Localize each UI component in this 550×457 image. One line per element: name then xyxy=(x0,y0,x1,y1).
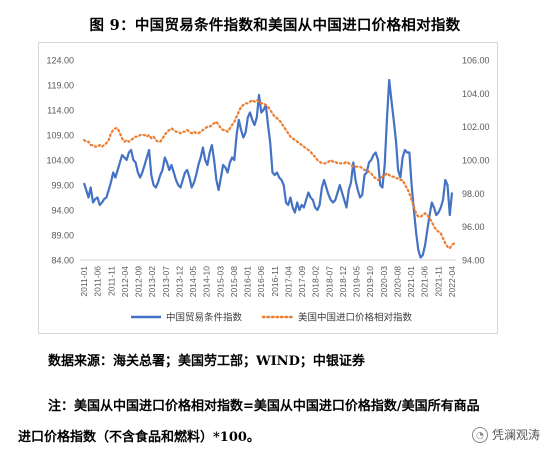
y-left-tick-label: 114.00 xyxy=(47,106,74,116)
chart-title: 图 9：中国贸易条件指数和美国从中国进口价格相对指数 xyxy=(89,17,461,34)
watermark: ◔ 凭澜观涛 xyxy=(471,426,540,443)
x-tick-label: 2015-08 xyxy=(229,266,239,297)
note-line-1: 注：美国从中国进口价格相对指数=美国从中国进口价格指数/美国所有商品 xyxy=(48,399,480,414)
y-left-tick-label: 84.00 xyxy=(51,256,74,266)
wechat-icon: ◔ xyxy=(471,426,488,443)
x-tick-label: 2020-03 xyxy=(379,266,389,297)
y-right-tick-label: 106.00 xyxy=(462,56,490,66)
y-right-tick-label: 98.00 xyxy=(462,189,485,199)
x-tick-label: 2011-11 xyxy=(106,266,116,296)
note-line-2: 进口价格指数（不含食品和燃料）*100。 xyxy=(18,430,260,445)
x-tick-label: 2014-10 xyxy=(202,266,212,297)
x-tick-label: 2011-06 xyxy=(93,266,103,297)
x-tick-label: 2016-01 xyxy=(243,266,253,297)
x-tick-label: 2021-01 xyxy=(406,266,416,297)
y-right-tick-label: 100.00 xyxy=(462,156,490,166)
x-tick-label: 2019-05 xyxy=(352,266,362,297)
chart-legend: 中国贸易条件指数 美国中国进口价格相对指数 xyxy=(131,312,413,324)
legend-label-1: 中国贸易条件指数 xyxy=(166,312,243,324)
y-right-tick-label: 96.00 xyxy=(462,222,485,232)
x-tick-label: 2012-04 xyxy=(120,266,130,297)
x-tick-label: 2021-06 xyxy=(420,266,430,297)
y-right-tick-label: 104.00 xyxy=(462,89,490,99)
x-tick-label: 2016-11 xyxy=(270,266,280,297)
x-tick-label: 2017-09 xyxy=(297,266,307,297)
x-tick-label: 2014-05 xyxy=(188,266,198,297)
x-tick-label: 2019-10 xyxy=(365,266,375,297)
y-left-tick-label: 94.00 xyxy=(51,206,74,216)
y-left-tick-label: 124.00 xyxy=(46,56,74,66)
series-line-2 xyxy=(82,98,456,250)
y-left-tick-label: 119.00 xyxy=(47,81,74,91)
y-left-tick-label: 104.00 xyxy=(46,156,74,166)
x-tick-label: 2018-07 xyxy=(324,266,334,297)
x-tick-label: 2013-02 xyxy=(147,266,157,297)
x-tick-label: 2018-12 xyxy=(338,266,348,297)
x-tick-label: 2016-06 xyxy=(256,266,266,297)
x-tick-label: 2018-02 xyxy=(311,266,321,297)
x-tick-label: 2011-01 xyxy=(79,266,89,297)
x-tick-label: 2013-07 xyxy=(161,266,171,297)
x-tick-label: 2021-11 xyxy=(433,266,443,297)
x-tick-label: 2020-08 xyxy=(392,266,402,297)
data-source: 数据来源：海关总署；美国劳工部；WIND；中银证券 xyxy=(48,354,365,369)
x-tick-label: 2012-09 xyxy=(134,266,144,297)
y-right-tick-label: 102.00 xyxy=(462,122,490,132)
x-tick-label: 2017-04 xyxy=(283,266,293,297)
y-right-tick-label: 94.00 xyxy=(462,256,485,266)
x-tick-label: 2015-03 xyxy=(215,266,225,297)
x-tick-label: 2022-04 xyxy=(447,266,457,297)
chart-frame xyxy=(38,42,498,334)
line-chart: 84.00 89.00 94.00 99.00 104.00 109.00 114.00 11… xyxy=(46,56,490,324)
y-left-tick-label: 89.00 xyxy=(51,231,74,241)
x-tick-label: 2013-12 xyxy=(174,266,184,297)
series-line-1 xyxy=(82,78,454,259)
legend-label-2: 美国中国进口价格相对指数 xyxy=(298,312,413,324)
y-left-tick-label: 109.00 xyxy=(46,131,74,141)
y-left-tick-label: 99.00 xyxy=(51,181,74,191)
watermark-label: 凭澜观涛 xyxy=(491,428,540,442)
